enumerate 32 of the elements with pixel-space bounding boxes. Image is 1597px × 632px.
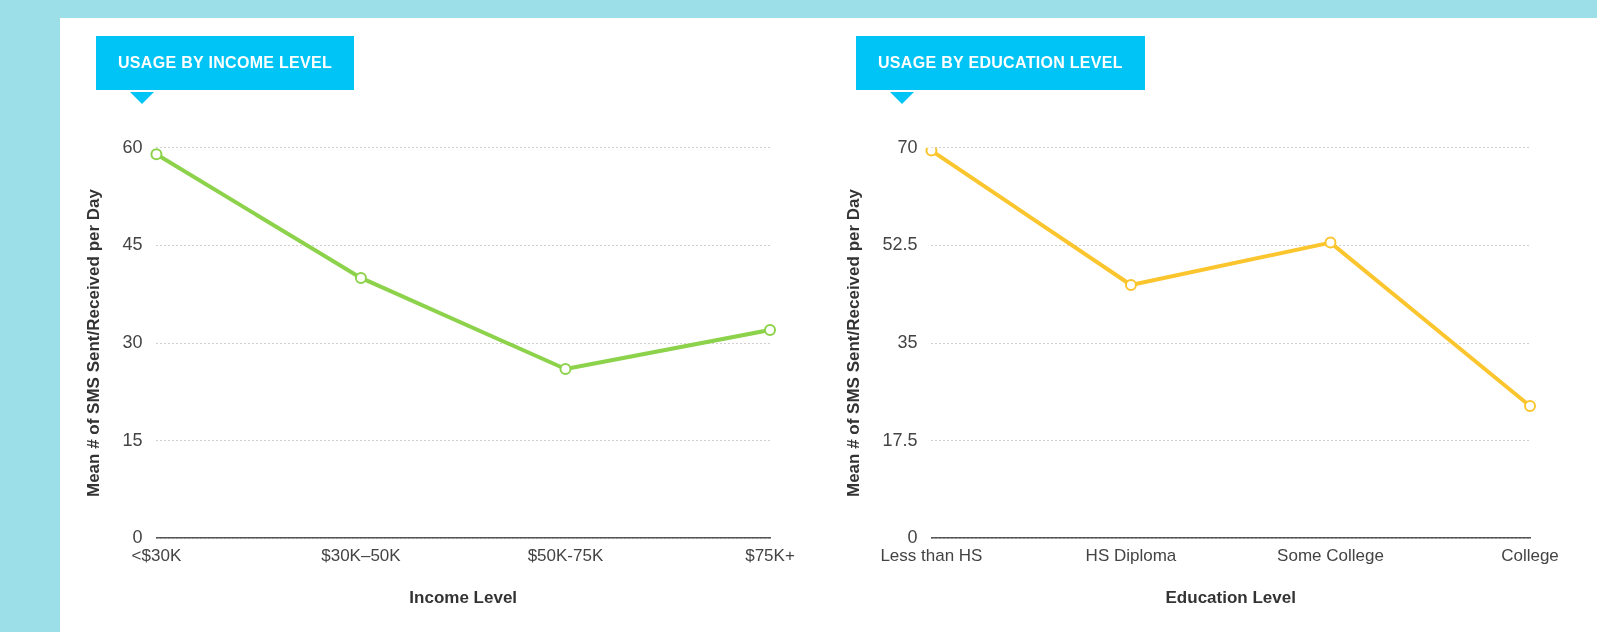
y-tick-label: 0 <box>132 527 143 548</box>
point <box>150 148 163 161</box>
x-tick-label: Less than HS <box>880 546 983 566</box>
y-tick-label: 45 <box>122 234 143 255</box>
y-tick-label: 60 <box>122 136 143 157</box>
point <box>559 363 572 376</box>
y-tick-label: 70 <box>897 136 918 157</box>
x-axis-title: Education Level <box>1165 588 1296 608</box>
y-tick-label: 17.5 <box>882 429 918 450</box>
point <box>1124 279 1137 291</box>
x-axis-title: Income Level <box>409 588 518 608</box>
y-tick-label: 35 <box>897 331 918 352</box>
x-tick-label: HS Diploma <box>1085 546 1177 566</box>
point <box>925 147 938 157</box>
x-tick-label: $30K–50K <box>321 546 402 566</box>
x-tick-label: College <box>1501 546 1559 566</box>
y-axis-title: Mean # of SMS Sent/Received per Day <box>83 188 103 497</box>
y-tick-label: 0 <box>907 527 918 548</box>
y-tick-label: 52.5 <box>882 234 918 255</box>
x-tick-label: $50K-75K <box>527 546 604 566</box>
chart-title: USAGE BY INCOME LEVEL <box>96 36 355 90</box>
chart-title: USAGE BY EDUCATION LEVEL <box>856 36 1145 90</box>
y-tick-label: 30 <box>122 331 143 352</box>
y-tick-label: 15 <box>122 429 143 450</box>
y-axis-title: Mean # of SMS Sent/Received per Day <box>843 188 863 497</box>
point <box>354 271 367 284</box>
point <box>1524 400 1536 413</box>
point <box>764 323 776 336</box>
point <box>1324 236 1337 249</box>
x-tick-label: $75K+ <box>745 546 795 566</box>
x-tick-label: Some College <box>1277 546 1384 566</box>
x-tick-label: <$30K <box>131 546 182 566</box>
